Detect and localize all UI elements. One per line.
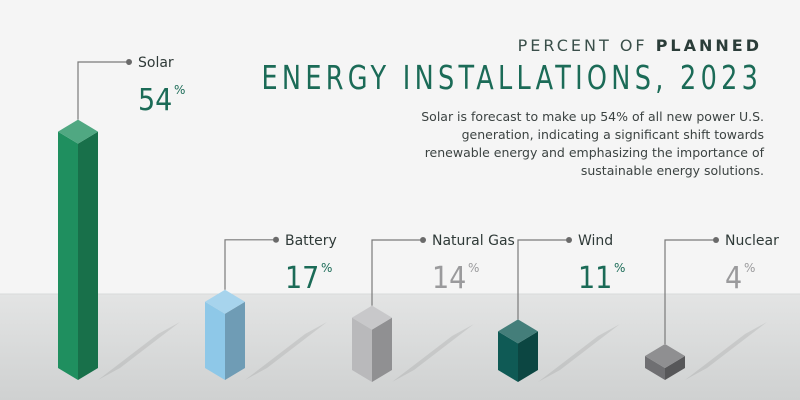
leader-dot: [273, 236, 279, 243]
value-unit: %: [468, 261, 479, 275]
bar-wind: Wind 11%: [498, 233, 625, 382]
value-unit: %: [614, 261, 625, 275]
title-block: PERCENT OF PLANNED ENERGY INSTALLATIONS,…: [180, 36, 762, 98]
category-label: Wind: [578, 233, 613, 249]
kicker-light: PERCENT OF: [517, 36, 648, 55]
bar-shadow: [538, 324, 620, 382]
bar-face-left: [205, 301, 225, 380]
bar-face-left: [58, 131, 78, 380]
floor: [0, 294, 800, 400]
leader-line: [77, 61, 126, 120]
bar-battery: Battery 17%: [205, 233, 337, 380]
leader-dot: [126, 59, 132, 65]
bar-shadow: [245, 322, 327, 380]
leader-line: [371, 239, 420, 306]
bar-nuclear: Nuclear 4%: [645, 233, 779, 380]
bar-shadow: [392, 324, 474, 382]
bar-shadow: [685, 322, 767, 380]
leader-line: [517, 239, 566, 320]
chart-title: ENERGY INSTALLATIONS, 2023: [261, 58, 762, 97]
leader-line: [224, 239, 273, 290]
bar-face-top: [352, 305, 392, 330]
bar-natural-gas: Natural Gas 14%: [352, 233, 515, 382]
bar-face-right: [225, 301, 245, 380]
chart-description: Solar is forecast to make up 54% of all …: [421, 109, 764, 178]
bar-face-top: [645, 344, 685, 368]
bar-face-right: [78, 131, 98, 380]
bar-face-right: [665, 356, 685, 380]
value-label: 14: [432, 261, 466, 296]
bar-solar: Solar 54%: [58, 55, 185, 380]
value-label: 54: [138, 83, 172, 118]
bar-face-left: [645, 356, 665, 380]
bar-shadow: [98, 322, 180, 380]
value-unit: %: [744, 261, 755, 275]
kicker-bold: PLANNED: [655, 36, 762, 55]
value-label: 17: [285, 261, 319, 296]
kicker: PERCENT OF PLANNED: [180, 36, 762, 56]
category-label: Battery: [285, 233, 337, 249]
leader-line: [664, 239, 713, 344]
bar-face-right: [372, 317, 392, 382]
bar-face-top: [205, 289, 245, 314]
bar-face-top: [498, 319, 538, 344]
bar-face-top: [58, 119, 98, 144]
value-unit: %: [321, 261, 332, 275]
category-label: Solar: [138, 55, 174, 71]
bar-face-right: [518, 331, 538, 382]
bar-face-left: [352, 317, 372, 382]
category-label: Nuclear: [725, 233, 779, 249]
leader-dot: [566, 237, 572, 243]
leader-dot: [713, 237, 719, 243]
value-label: 11: [578, 261, 612, 296]
value-unit: %: [174, 83, 185, 97]
category-label: Natural Gas: [432, 233, 515, 249]
value-label: 4: [725, 261, 742, 296]
bar-face-left: [498, 331, 518, 382]
leader-dot: [420, 237, 426, 243]
